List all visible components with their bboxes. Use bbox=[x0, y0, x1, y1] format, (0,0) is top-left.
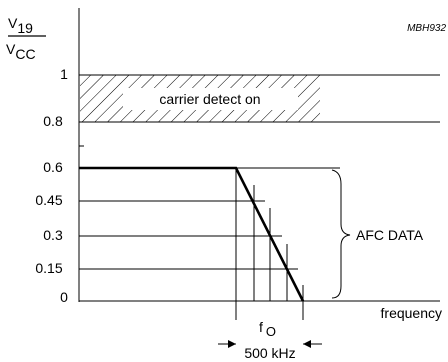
y-label-numerator: V19 bbox=[8, 15, 33, 36]
x-axis-label: frequency bbox=[381, 305, 442, 321]
y-tick-label: 0.3 bbox=[43, 227, 63, 243]
bandwidth-arrows bbox=[218, 340, 322, 348]
afc-characteristic-curve bbox=[79, 166, 305, 302]
y-tick-label: 0.8 bbox=[43, 113, 63, 129]
figure-tag: MBH932 bbox=[407, 23, 446, 34]
afc-data-brace bbox=[331, 169, 351, 299]
carrier-detect-label: carrier detect on bbox=[159, 91, 260, 107]
y-tick-label: 0.45 bbox=[35, 192, 62, 208]
y-label-denominator: VCC bbox=[6, 41, 36, 62]
y-tick-label: 0 bbox=[60, 289, 68, 305]
y-tick-label: 1 bbox=[60, 66, 68, 82]
bandwidth-label: 500 kHz bbox=[244, 345, 295, 361]
y-axis-label: V19 VCC bbox=[6, 15, 46, 62]
arrow-right-icon bbox=[228, 340, 236, 348]
arrow-left-icon bbox=[303, 340, 311, 348]
y-tick-label: 0.6 bbox=[43, 159, 63, 175]
y-tick-label: 0.15 bbox=[35, 260, 62, 276]
carrier-label-bg bbox=[123, 88, 298, 110]
afc-data-label: AFC DATA bbox=[356, 227, 424, 243]
